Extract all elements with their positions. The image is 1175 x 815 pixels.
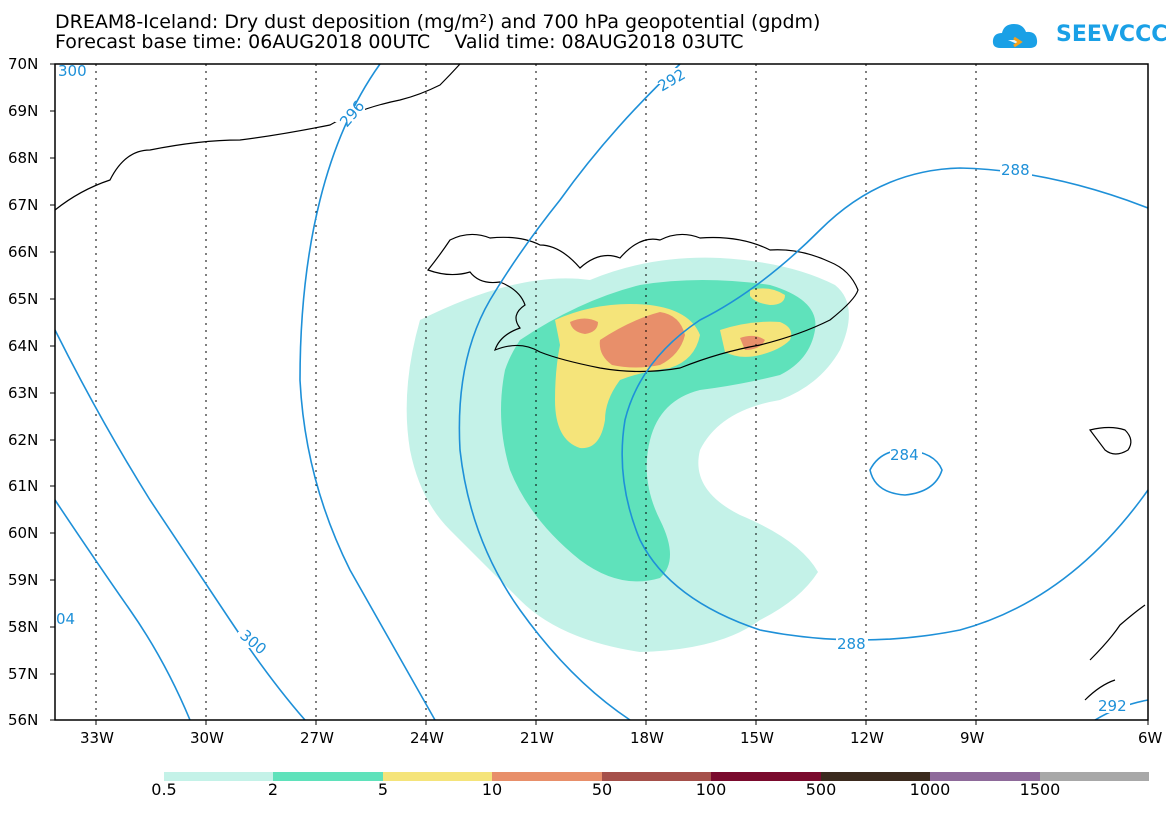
lat-label: 59N	[8, 571, 38, 589]
ticks	[50, 63, 1149, 725]
dust-area-5-c	[750, 288, 785, 305]
dust-area-10-c	[740, 335, 765, 350]
dust-shading	[406, 257, 849, 652]
lat-label: 62N	[8, 431, 38, 449]
lon-label: 6W	[1138, 729, 1163, 747]
lat-label: 64N	[8, 337, 38, 355]
iceland-coast	[427, 233, 859, 373]
lat-label: 60N	[8, 524, 38, 542]
lon-labels: 33W 30W 27W 24W 21W 18W 15W 12W 9W 6W	[80, 729, 1163, 747]
colorbar-label: 5	[377, 780, 389, 799]
lat-label: 63N	[8, 384, 38, 402]
cloud-icon	[992, 24, 1038, 48]
contour-label: 292	[1098, 697, 1127, 715]
dust-area-10-b	[570, 318, 598, 334]
lat-label: 65N	[8, 290, 38, 308]
colorbar-segment	[164, 772, 273, 781]
logo-text: SEEVCCC	[1056, 22, 1168, 47]
colorbar-segment	[1040, 772, 1149, 781]
map-subtitle: Forecast base time: 06AUG2018 00UTC Vali…	[55, 31, 744, 53]
colorbar-segment	[821, 772, 930, 781]
colorbar-segment	[383, 772, 492, 781]
lat-label: 61N	[8, 477, 38, 495]
contour-300	[54, 499, 191, 721]
lat-labels: 70N 69N 68N 67N 66N 65N 64N 63N 62N 61N …	[8, 55, 38, 729]
contour-304	[54, 329, 306, 721]
contour-292-a	[458, 63, 681, 721]
map-frame	[54, 63, 1149, 721]
colorbar-label: 1500	[1019, 780, 1061, 799]
contour-label: 288	[837, 635, 866, 653]
lon-label: 27W	[300, 729, 334, 747]
colorbar-segment	[273, 772, 383, 781]
colorbar-label: 1000	[909, 780, 951, 799]
colorbar-segment	[602, 772, 711, 781]
faroe-coast	[1088, 426, 1132, 455]
map-title: DREAM8-Iceland: Dry dust deposition (mg/…	[55, 11, 821, 33]
lon-label: 24W	[410, 729, 444, 747]
lon-label: 12W	[850, 729, 884, 747]
lat-label: 66N	[8, 243, 38, 261]
greenland-coast	[54, 63, 461, 211]
colorbar-segment	[492, 772, 602, 781]
colorbar-segment	[711, 772, 821, 781]
lon-label: 30W	[190, 729, 224, 747]
lon-label: 9W	[960, 729, 985, 747]
colorbar-label: 50	[591, 780, 613, 799]
colorbar-segment	[930, 772, 1040, 781]
coastlines	[54, 63, 1146, 701]
geopotential-contours	[54, 63, 1149, 721]
contour-label: 296	[336, 97, 368, 131]
contour-label: 300	[236, 626, 270, 658]
contour-label: 300	[58, 62, 87, 80]
lon-label: 21W	[520, 729, 554, 747]
lat-label: 70N	[8, 55, 38, 73]
contour-288	[621, 167, 1149, 641]
lat-label: 69N	[8, 102, 38, 120]
colorbar-label: 10	[481, 780, 503, 799]
lat-label: 68N	[8, 149, 38, 167]
colorbar-label: 100	[695, 780, 727, 799]
contour-label: 284	[890, 446, 919, 464]
contour-label: 288	[1001, 161, 1030, 179]
graticule	[95, 64, 977, 720]
lon-label: 33W	[80, 729, 114, 747]
lon-label: 18W	[630, 729, 664, 747]
lat-label: 58N	[8, 618, 38, 636]
dust-area-10-a	[599, 312, 685, 368]
lat-label: 56N	[8, 711, 38, 729]
contour-label: 04	[56, 610, 75, 628]
contour-296	[299, 63, 436, 721]
colorbar-label: 500	[805, 780, 837, 799]
scotland-coast	[1084, 604, 1146, 701]
lat-label: 57N	[8, 665, 38, 683]
colorbar-label: 2	[267, 780, 279, 799]
lat-label: 67N	[8, 196, 38, 214]
colorbar-label: 0.5	[151, 780, 177, 799]
lon-label: 15W	[740, 729, 774, 747]
